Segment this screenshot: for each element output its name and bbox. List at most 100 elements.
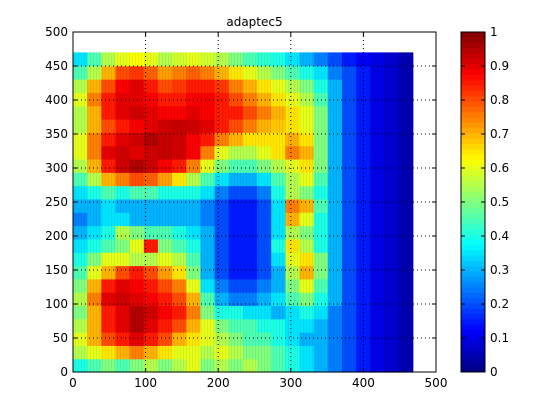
colorbar-segment — [461, 260, 485, 267]
x-tick-label: 100 — [134, 376, 157, 390]
x-tick-label: 200 — [207, 376, 230, 390]
colorbar-segment — [461, 148, 485, 155]
grid-lines — [73, 32, 436, 372]
colorbar-segment — [461, 297, 485, 304]
colorbar-segment — [461, 69, 485, 75]
colorbar-segment — [461, 191, 485, 198]
colorbar-segment — [461, 196, 485, 203]
colorbar-segment — [461, 53, 485, 60]
y-tick-label: 450 — [45, 59, 68, 73]
colorbar-segment — [461, 202, 485, 208]
colorbar-segment — [461, 138, 485, 145]
colorbar — [461, 32, 485, 373]
colorbar-segment — [461, 281, 485, 288]
colorbar-tick-label: 0.9 — [490, 59, 509, 73]
colorbar-segment — [461, 271, 485, 277]
y-tick-label: 400 — [45, 93, 68, 107]
x-tick-label: 500 — [425, 376, 448, 390]
colorbar-segment — [461, 239, 485, 245]
colorbar-segment — [461, 170, 485, 176]
colorbar-segment — [461, 313, 485, 320]
colorbar-tick-label: 0.6 — [490, 161, 509, 175]
colorbar-segment — [461, 233, 485, 240]
x-tick-label: 300 — [279, 376, 302, 390]
colorbar-segment — [461, 228, 485, 235]
colorbar-tick-label: 0.1 — [490, 331, 509, 345]
y-tick-label: 100 — [45, 297, 68, 311]
colorbar-segment — [461, 143, 485, 150]
chart-title: adaptec5 — [226, 15, 282, 29]
colorbar-segment — [461, 90, 485, 97]
colorbar-segment — [461, 74, 485, 81]
colorbar-segment — [461, 324, 485, 330]
x-tick-label: 0 — [69, 376, 77, 390]
y-tick-label: 250 — [45, 195, 68, 209]
heatmap-texture — [73, 52, 413, 373]
colorbar-segment — [461, 361, 485, 368]
colorbar-segment — [461, 47, 485, 54]
colorbar-segment — [461, 217, 485, 224]
y-axis: 0 50 100 150 200 250 300 350 400 450 500 — [45, 25, 436, 379]
colorbar-segment — [461, 350, 485, 357]
colorbar-segment — [461, 366, 485, 373]
colorbar-axis: 0 0.1 0.2 0.3 0.4 0.5 0.6 0.7 0.8 0.9 1 — [461, 25, 509, 379]
y-tick-label: 350 — [45, 127, 68, 141]
colorbar-tick-label: 0.8 — [490, 93, 509, 107]
colorbar-tick-label: 0 — [490, 365, 498, 379]
colorbar-segment — [461, 255, 485, 261]
colorbar-segment — [461, 265, 485, 272]
colorbar-segment — [461, 334, 485, 341]
colorbar-segment — [461, 122, 485, 129]
y-tick-label: 0 — [60, 365, 68, 379]
colorbar-segment — [461, 340, 485, 346]
colorbar-segment — [461, 345, 485, 352]
colorbar-segment — [461, 276, 485, 283]
y-tick-label: 200 — [45, 229, 68, 243]
colorbar-segment — [461, 101, 485, 107]
colorbar-segment — [461, 32, 485, 38]
colorbar-segment — [461, 37, 485, 44]
colorbar-segment — [461, 308, 485, 315]
colorbar-segment — [461, 127, 485, 134]
colorbar-segment — [461, 79, 485, 86]
colorbar-segment — [461, 42, 485, 49]
colorbar-segment — [461, 164, 485, 171]
colorbar-segment — [461, 356, 485, 362]
colorbar-segment — [461, 249, 485, 256]
colorbar-segment — [461, 58, 485, 65]
colorbar-segment — [461, 132, 485, 139]
colorbar-segment — [461, 159, 485, 166]
colorbar-segment — [461, 95, 485, 102]
colorbar-segment — [461, 117, 485, 123]
colorbar-segment — [461, 186, 485, 192]
colorbar-segment — [461, 329, 485, 336]
colorbar-tick-label: 0.4 — [490, 229, 509, 243]
y-tick-label: 150 — [45, 263, 68, 277]
colorbar-tick-label: 1 — [490, 25, 498, 39]
colorbar-segment — [461, 244, 485, 251]
x-axis: 0 100 200 300 400 500 — [69, 32, 447, 390]
colorbar-tick-label: 0.5 — [490, 195, 509, 209]
colorbar-tick-label: 0.7 — [490, 127, 509, 141]
colorbar-segment — [461, 212, 485, 219]
colorbar-segment — [461, 207, 485, 214]
y-tick-label: 300 — [45, 161, 68, 175]
colorbar-segment — [461, 302, 485, 309]
colorbar-segment — [461, 154, 485, 160]
colorbar-segment — [461, 175, 485, 182]
y-tick-label: 500 — [45, 25, 68, 39]
y-tick-label: 50 — [53, 331, 68, 345]
colorbar-segment — [461, 106, 485, 113]
colorbar-segment — [461, 180, 485, 187]
colorbar-segment — [461, 63, 485, 70]
colorbar-segment — [461, 287, 485, 293]
x-tick-label: 400 — [352, 376, 375, 390]
colorbar-tick-label: 0.3 — [490, 263, 509, 277]
colorbar-segment — [461, 223, 485, 230]
colorbar-segment — [461, 292, 485, 299]
colorbar-tick-label: 0.2 — [490, 297, 509, 311]
colorbar-segment — [461, 85, 485, 91]
colorbar-segment — [461, 318, 485, 325]
colorbar-segment — [461, 111, 485, 118]
